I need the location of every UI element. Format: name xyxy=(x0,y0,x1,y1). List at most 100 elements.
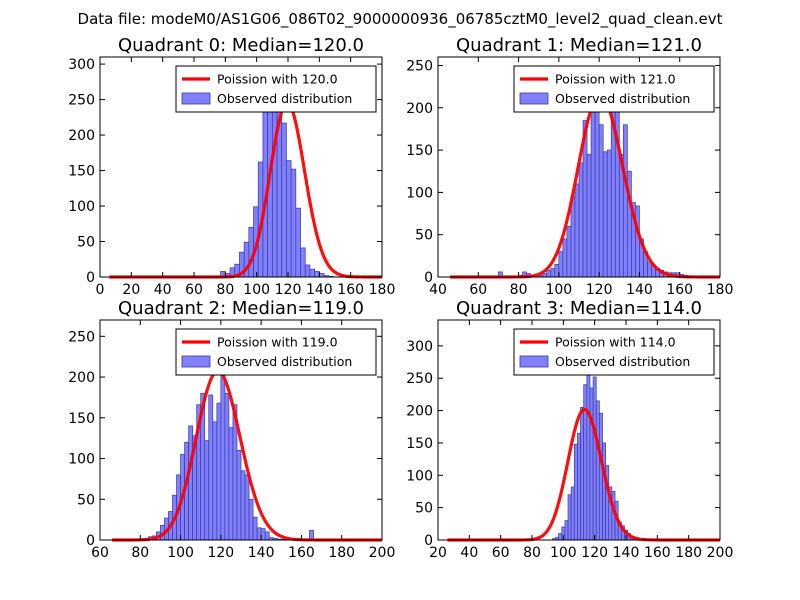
x-tick-label: 100 xyxy=(545,282,572,298)
histogram-bar xyxy=(228,427,234,541)
x-tick-label: 180 xyxy=(328,545,355,561)
y-tick-label: 250 xyxy=(406,371,433,387)
y-tick-label: 200 xyxy=(406,404,433,420)
histogram-bar xyxy=(216,402,222,541)
y-tick-label: 150 xyxy=(406,143,433,159)
histogram-bar xyxy=(598,124,604,278)
histogram-bar xyxy=(602,442,606,541)
histogram-bar xyxy=(244,474,250,541)
x-tick-label: 60 xyxy=(185,282,203,298)
legend-label-poisson: Poission with 121.0 xyxy=(555,72,676,87)
histogram-bar xyxy=(573,443,578,541)
y-tick-label: 300 xyxy=(406,339,433,355)
y-tick-label: 100 xyxy=(68,199,95,215)
legend: Poission with 114.0 Observed distribution xyxy=(513,328,715,376)
y-tick-label: 150 xyxy=(68,164,95,180)
histogram-bar xyxy=(204,440,210,541)
legend-label-observed: Observed distribution xyxy=(217,91,352,106)
histogram-bar xyxy=(635,205,640,278)
y-tick-label: 150 xyxy=(68,411,95,427)
y-tick-label: 200 xyxy=(406,101,433,117)
histogram-bar xyxy=(590,103,596,278)
x-tick-label: 180 xyxy=(675,545,702,561)
legend-bar-swatch xyxy=(181,355,211,368)
histogram-bar xyxy=(592,376,597,541)
histogram-bar xyxy=(256,527,262,541)
histogram-bar xyxy=(566,225,572,278)
y-tick-label: 150 xyxy=(406,436,433,452)
x-tick-label: 120 xyxy=(207,545,234,561)
x-tick-label: 160 xyxy=(666,282,693,298)
x-tick-label: 140 xyxy=(248,545,275,561)
histogram-bar xyxy=(594,83,600,278)
histogram-bar xyxy=(286,160,292,278)
histogram-bar xyxy=(606,149,612,278)
x-tick-label: 60 xyxy=(492,545,510,561)
histogram-bar xyxy=(574,183,580,278)
histogram-bar xyxy=(212,421,218,541)
y-tick-label: 250 xyxy=(68,93,95,109)
x-tick-label: 80 xyxy=(216,282,234,298)
x-tick-label: 140 xyxy=(626,282,653,298)
histogram-bar xyxy=(314,270,320,278)
y-tick-label: 50 xyxy=(77,492,95,508)
x-tick-label: 120 xyxy=(586,282,613,298)
panel-quadrant-1: Quadrant 1: Median=121.0 40 60 80 100 120 140 1… xyxy=(406,35,733,298)
legend-label-poisson: Poission with 119.0 xyxy=(217,335,338,350)
histogram-bar xyxy=(248,498,254,541)
histogram-bar xyxy=(281,122,287,278)
panel-title: Quadrant 2: Median=119.0 xyxy=(118,298,364,319)
y-tick-label: 200 xyxy=(68,370,95,386)
histogram-bar xyxy=(188,425,194,541)
x-tick-label: 40 xyxy=(154,282,172,298)
panel-quadrant-0: Quadrant 0: Median=120.00 20 40 60 80 100 120 1… xyxy=(68,35,395,298)
y-tick-label: 0 xyxy=(424,533,433,549)
x-tick-label: 20 xyxy=(122,282,140,298)
histogram-bar xyxy=(236,450,242,541)
histogram-bar xyxy=(586,372,591,541)
y-tick-label: 300 xyxy=(68,57,95,73)
y-tick-label: 250 xyxy=(406,58,433,74)
x-tick-label: 140 xyxy=(306,282,333,298)
y-tick-label: 100 xyxy=(68,452,95,468)
x-tick-label: 0 xyxy=(96,282,105,298)
panel-quadrant-2: Quadrant 2: Median=119.0 60 80 100 120 140 160… xyxy=(68,298,395,561)
legend: Poission with 121.0 Observed distribution xyxy=(513,65,715,113)
x-tick-label: 120 xyxy=(581,545,608,561)
x-tick-label: 160 xyxy=(288,545,315,561)
legend: Poission with 119.0 Observed distribution xyxy=(175,328,377,376)
histogram-bar xyxy=(224,392,230,541)
x-tick-label: 160 xyxy=(644,545,671,561)
histogram-bar xyxy=(602,151,608,278)
y-tick-label: 0 xyxy=(424,270,433,286)
histogram-bar xyxy=(595,400,600,541)
histogram-bar xyxy=(295,207,301,278)
axes-frame xyxy=(437,56,721,278)
panel-title: Quadrant 1: Median=121.0 xyxy=(456,35,702,56)
x-tick-label: 160 xyxy=(337,282,364,298)
legend-bar-swatch xyxy=(519,92,549,105)
y-tick-label: 100 xyxy=(406,185,433,201)
histogram-bar xyxy=(589,387,594,541)
y-tick-label: 100 xyxy=(406,468,433,484)
x-tick-label: 180 xyxy=(707,282,734,298)
x-tick-label: 80 xyxy=(510,282,528,298)
legend-label-observed: Observed distribution xyxy=(555,91,690,106)
histogram-bar xyxy=(260,528,266,541)
histogram-bar xyxy=(586,153,592,278)
histogram-bar xyxy=(622,124,628,278)
histogram-bar xyxy=(567,494,572,541)
x-tick-label: 60 xyxy=(469,282,487,298)
x-tick-label: 40 xyxy=(429,282,447,298)
legend: Poission with 120.0 Observed distribution xyxy=(175,65,377,113)
legend-bar-swatch xyxy=(181,92,211,105)
histogram-bar xyxy=(304,264,311,278)
x-tick-label: 200 xyxy=(707,545,734,561)
legend-label-observed: Observed distribution xyxy=(555,354,690,369)
x-tick-label: 200 xyxy=(369,545,396,561)
histogram-bar xyxy=(570,196,576,278)
histogram-bar xyxy=(309,268,315,278)
histogram-bar xyxy=(542,273,548,278)
histogram-bar xyxy=(550,268,556,278)
